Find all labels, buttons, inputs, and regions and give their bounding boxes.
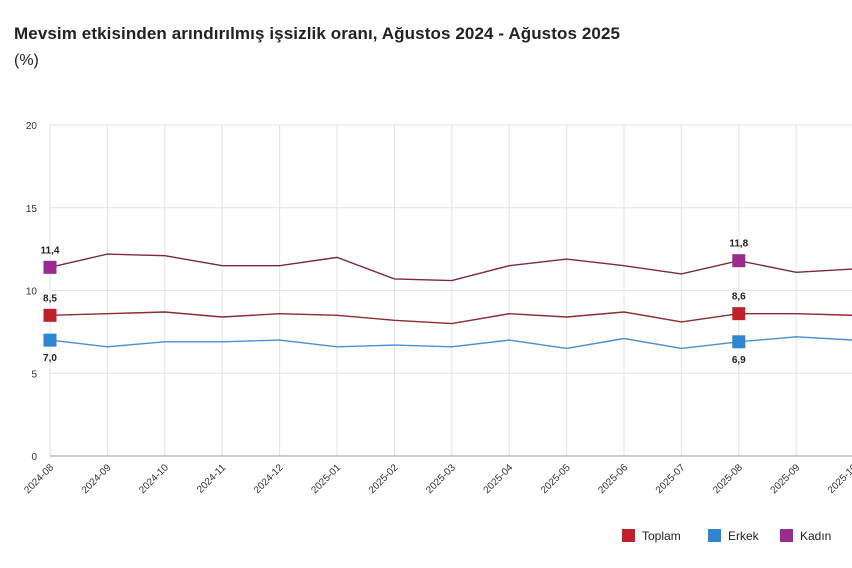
chart-subtitle: (%) [14, 52, 39, 69]
data-label: 11,8 [729, 239, 748, 250]
x-tick-label: 2024-11 [195, 462, 229, 496]
legend-swatch-erkek [708, 529, 721, 542]
data-point-marker [732, 335, 746, 349]
x-tick-label: 2025-04 [482, 462, 516, 496]
legend-label-kadın: Kadın [800, 529, 831, 543]
data-labels: 11,4 8,5 7,0 11,8 8,6 6,9 [41, 239, 749, 366]
series-line-toplam [49, 311, 852, 325]
data-point-marker [43, 333, 57, 347]
x-tick-label: 2025-01 [309, 462, 343, 496]
series-lines [49, 253, 852, 350]
data-point-marker [43, 308, 57, 322]
y-tick-label: 20 [26, 121, 38, 132]
x-tick-label: 2024-12 [252, 462, 286, 496]
y-tick-label: 10 [26, 287, 38, 298]
legend-swatch-toplam [622, 529, 635, 542]
y-tick-label: 5 [31, 369, 37, 380]
data-point-marker [732, 307, 746, 321]
axes: 0 5 10 15 20 2024-08 2024-09 2024-10 2024-11 2024… [22, 121, 852, 496]
x-tick-label: 2024-09 [80, 462, 114, 496]
y-tick-label: 15 [26, 204, 38, 215]
data-label: 11,4 [41, 245, 60, 256]
x-tick-label: 2025-06 [596, 462, 630, 496]
legend-label-toplam: Toplam [642, 529, 681, 543]
data-label: 8,5 [43, 293, 57, 304]
x-tick-label: 2025-08 [711, 462, 745, 496]
chart-title: Mevsim etkisinden arındırılmış işsizlik … [14, 24, 621, 43]
series-markers [43, 254, 746, 349]
x-tick-label: 2024-08 [22, 462, 56, 496]
x-tick-label: 2024-10 [137, 462, 171, 496]
data-label: 6,9 [732, 355, 746, 366]
x-tick-label: 2025-02 [367, 462, 401, 496]
legend: Toplam Erkek Kadın [622, 529, 831, 543]
x-tick-label: 2025-03 [424, 462, 458, 496]
grid [49, 124, 852, 457]
x-tick-label: 2025-07 [654, 462, 688, 496]
data-point-marker [43, 260, 57, 274]
data-label: 7,0 [43, 353, 57, 364]
x-tick-label: 2025-10 [826, 462, 852, 496]
data-label: 8,6 [732, 292, 746, 303]
series-line-erkek [49, 336, 852, 350]
data-point-marker [732, 254, 746, 268]
y-tick-label: 0 [31, 452, 37, 463]
legend-swatch-kadın [780, 529, 793, 542]
x-tick-label: 2025-05 [539, 462, 573, 496]
series-line-kadın [49, 253, 852, 282]
x-tick-label: 2025-09 [769, 462, 803, 496]
legend-label-erkek: Erkek [728, 529, 760, 543]
